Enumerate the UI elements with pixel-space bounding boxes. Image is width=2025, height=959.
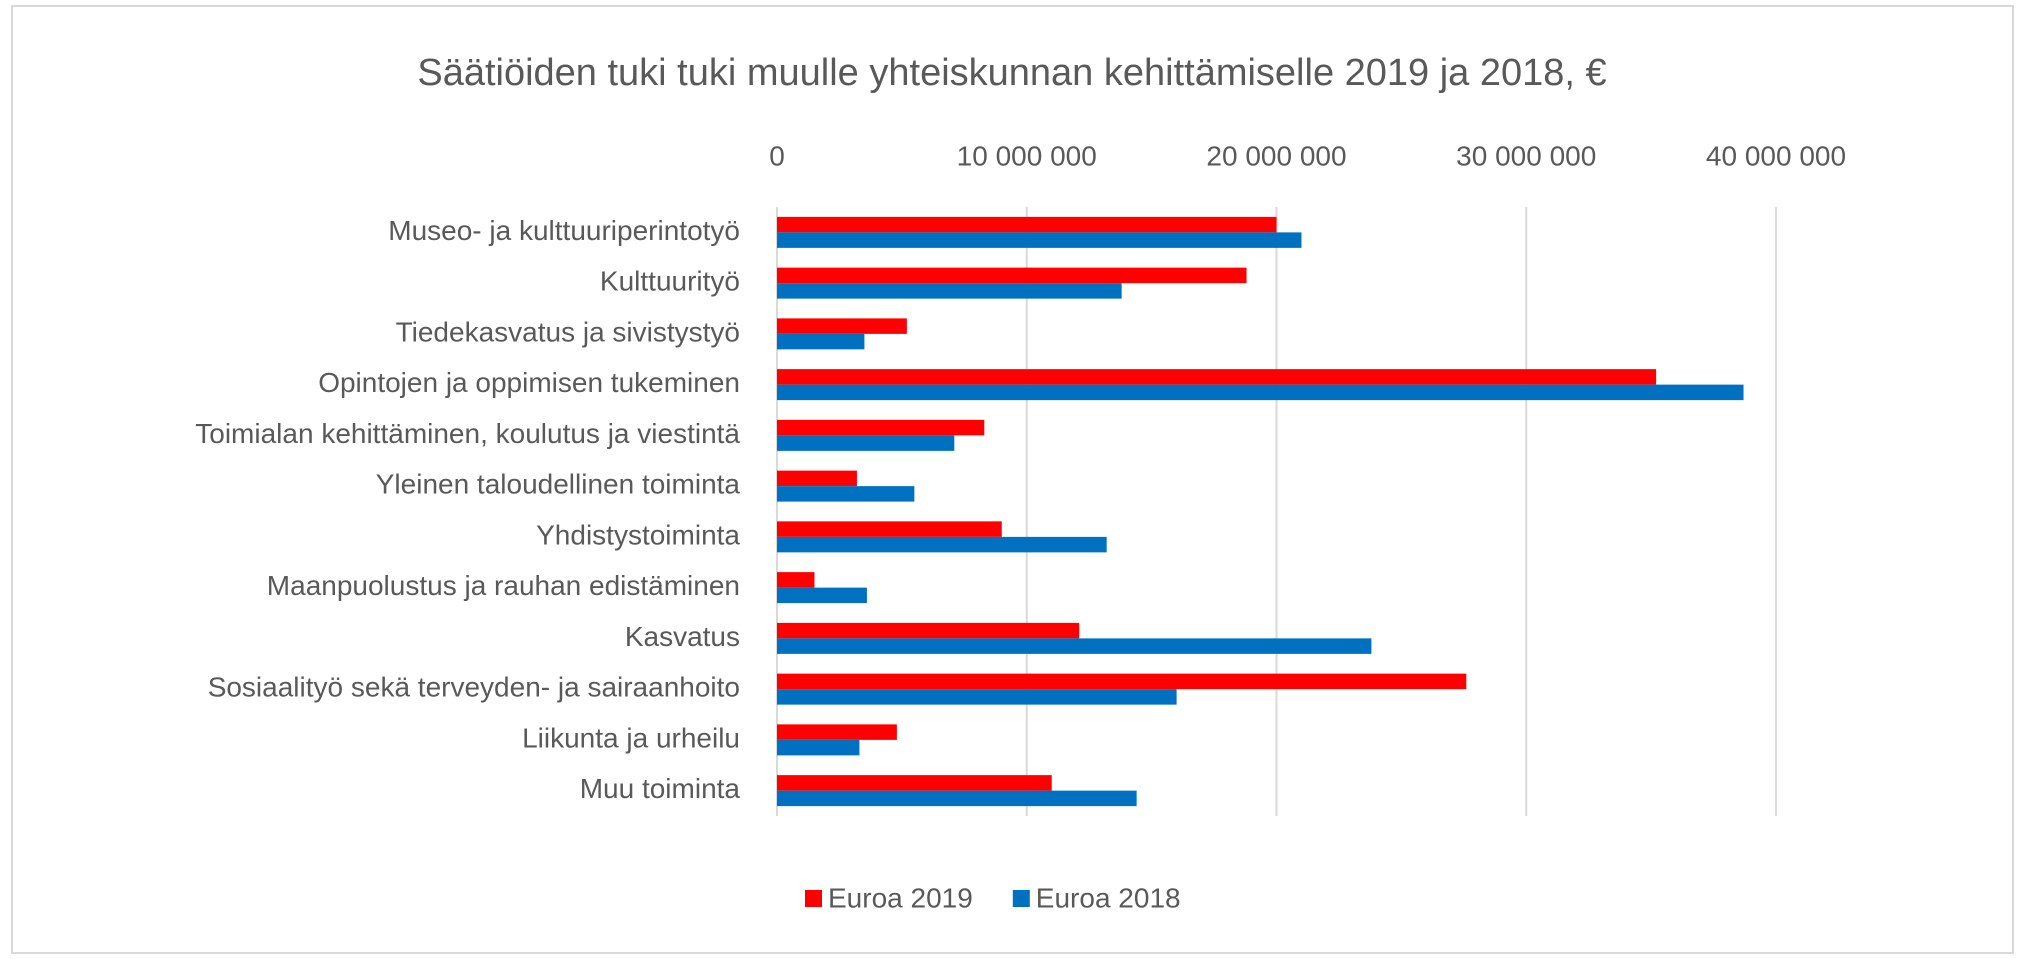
bar bbox=[777, 486, 915, 502]
bar bbox=[777, 587, 867, 604]
bar bbox=[777, 267, 1247, 284]
bar bbox=[777, 369, 1657, 385]
y-tick-label: Kasvatus bbox=[625, 621, 740, 652]
y-tick-label: Kulttuurityö bbox=[600, 266, 740, 297]
x-tick-label: 40 000 000 bbox=[1706, 140, 1846, 171]
bar bbox=[777, 536, 1107, 553]
bar bbox=[777, 638, 1372, 654]
y-tick-label: Sosiaalityö sekä terveyden- ja sairaanho… bbox=[208, 672, 740, 703]
x-tick-label: 0 bbox=[769, 140, 785, 171]
bar bbox=[777, 318, 907, 334]
bar bbox=[777, 775, 1052, 791]
bar bbox=[777, 739, 860, 756]
y-tick-label: Museo- ja kulttuuriperintotyö bbox=[388, 215, 740, 246]
bar bbox=[777, 470, 857, 487]
y-tick-label: Toimialan kehittäminen, koulutus ja vies… bbox=[195, 418, 740, 449]
bar bbox=[777, 216, 1277, 233]
chart-title: Säätiöiden tuki tuki muulle yhteiskunnan… bbox=[417, 52, 1606, 94]
legend-label: Euroa 2018 bbox=[1036, 882, 1181, 913]
legend-swatch bbox=[1012, 890, 1030, 907]
bar bbox=[777, 521, 1002, 537]
bar bbox=[777, 384, 1744, 401]
y-tick-label: Tiedekasvatus ja sivistystyö bbox=[396, 316, 740, 347]
bar bbox=[777, 622, 1080, 639]
bar bbox=[777, 232, 1302, 248]
bar bbox=[777, 435, 955, 451]
bar bbox=[777, 572, 815, 588]
y-tick-label: Yhdistystoiminta bbox=[536, 519, 740, 550]
legend-label: Euroa 2019 bbox=[828, 882, 973, 913]
x-tick-label: 10 000 000 bbox=[957, 140, 1097, 171]
bar bbox=[777, 689, 1177, 705]
y-tick-label: Maanpuolustus ja rauhan edistäminen bbox=[267, 570, 740, 601]
bar bbox=[777, 419, 985, 436]
y-tick-label: Muu toiminta bbox=[580, 773, 741, 804]
y-tick-label: Liikunta ja urheilu bbox=[522, 722, 740, 753]
x-tick-label: 30 000 000 bbox=[1456, 140, 1596, 171]
bar bbox=[777, 673, 1467, 690]
y-tick-label: Yleinen taloudellinen toiminta bbox=[376, 469, 741, 500]
x-tick-label: 20 000 000 bbox=[1206, 140, 1346, 171]
bar bbox=[777, 283, 1122, 299]
bar bbox=[777, 724, 897, 740]
legend-swatch bbox=[805, 890, 822, 907]
bar bbox=[777, 790, 1137, 807]
bar bbox=[777, 333, 865, 350]
y-tick-label: Opintojen ja oppimisen tukeminen bbox=[318, 367, 740, 398]
